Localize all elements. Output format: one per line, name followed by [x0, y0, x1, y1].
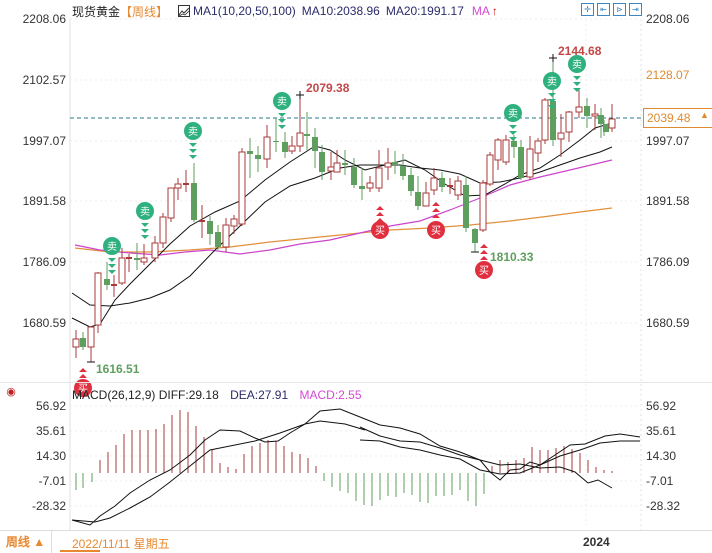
macd-dea-line	[71, 420, 366, 523]
svg-text:卖: 卖	[140, 206, 150, 218]
macd-axis-label: -7.01	[38, 474, 66, 488]
macd-histogram	[75, 410, 613, 506]
macd-dea-value: DEA:27.91	[230, 388, 289, 402]
date-scroll-indicator[interactable]	[60, 550, 100, 552]
current-price-tag: 2039.48	[643, 108, 712, 128]
price-flag-icon: ▲	[700, 110, 709, 120]
chart-toolbar: ✛ ⇤ ⊳ ⇥	[581, 3, 642, 16]
price-axis-label-right: 1891.58	[646, 194, 690, 208]
high-annotation-2: 2144.68	[558, 44, 602, 58]
macd-axis-label: -28.32	[31, 499, 66, 513]
svg-text:买: 买	[431, 225, 441, 237]
macd-axis-label-right: -28.32	[646, 499, 681, 513]
year-label: 2024	[583, 535, 610, 549]
macd-axis-label-right: 14.30	[646, 449, 677, 463]
zoom-range-icon[interactable]: ⇤	[597, 3, 610, 16]
macd-diff-line-right	[359, 426, 641, 481]
footer-bar: 周线 ▲ 2022/11/11 星期五 2024	[0, 530, 712, 553]
svg-text:卖: 卖	[508, 108, 518, 120]
price-axis-label-right: 1786.09	[646, 255, 690, 269]
low-annotation-2: 1810.33	[490, 250, 534, 264]
macd-diff-value: DIFF:29.18	[158, 388, 219, 402]
macd-value: MACD:2.55	[299, 388, 362, 402]
macd-diff-line	[71, 408, 613, 526]
svg-text:卖: 卖	[277, 96, 287, 108]
ma50-line	[74, 159, 613, 256]
svg-text:买: 买	[375, 225, 385, 237]
macd-axis-label-right: 56.92	[646, 399, 677, 413]
svg-text:卖: 卖	[547, 76, 557, 88]
high-annotation-1: 2079.38	[306, 81, 350, 95]
macd-axis-label: 35.61	[35, 424, 66, 438]
price-axis-label: 2208.06	[22, 12, 66, 26]
indicator-settings-icon[interactable]: ◉	[6, 386, 16, 398]
price-axis-label: 1997.07	[22, 134, 66, 148]
cursor-date-label: 2022/11/11 星期五	[72, 537, 170, 551]
step-forward-icon[interactable]: ⊳	[613, 3, 626, 16]
candlestick-series	[72, 58, 616, 362]
macd-axis-label: 14.30	[35, 449, 66, 463]
ma10-value: MA10:2038.96	[301, 4, 380, 18]
ma-more-value: MA	[471, 4, 490, 18]
svg-text:卖: 卖	[572, 59, 582, 71]
period-label[interactable]: 【周线】	[120, 4, 169, 19]
macd-params[interactable]: MACD(26,12,9)	[72, 388, 156, 402]
macd-dea-line-right	[359, 439, 640, 475]
period-selector-button[interactable]: 周线 ▲	[0, 531, 52, 553]
high-price-tag: 2128.07	[646, 68, 690, 82]
svg-text:买: 买	[78, 383, 88, 395]
ma-indicator-icon[interactable]	[178, 5, 191, 17]
price-axis-label: 2102.57	[22, 73, 66, 87]
macd-axis-label-right: 35.61	[646, 424, 677, 438]
ma20-value: MA20:1991.17	[385, 4, 464, 18]
crosshair-icon[interactable]: ✛	[581, 3, 594, 16]
macd-axis-label: 56.92	[35, 399, 66, 413]
price-axis-label: 1891.58	[22, 194, 66, 208]
price-axis-label-right: 2208.06	[646, 12, 690, 26]
buy-signal-markers	[74, 202, 493, 397]
sell-label: 卖	[107, 241, 117, 253]
ma-params[interactable]: MA1(10,20,50,100)	[193, 4, 296, 18]
low-annotation-1: 1616.51	[96, 362, 140, 376]
price-axis-label: 1786.09	[22, 255, 66, 269]
price-axis-label-right: 1997.07	[646, 134, 690, 148]
pane-divider[interactable]	[0, 382, 712, 383]
price-chart-canvas[interactable]: 卖 卖 卖 卖 卖 卖 卖 买 买 买 买	[0, 0, 712, 530]
arrow-up-icon: ↑	[491, 4, 498, 18]
svg-text:卖: 卖	[188, 126, 198, 138]
go-latest-icon[interactable]: ⇥	[629, 3, 642, 16]
chart-header: 现货黄金 【周线】 MA1(10,20,50,100) MA10:2038.96…	[72, 3, 498, 19]
instrument-title: 现货黄金	[72, 4, 121, 19]
price-axis-label-right: 1680.59	[646, 316, 690, 330]
macd-header: MACD(26,12,9) DIFF:29.18 DEA:27.91 MACD:…	[72, 388, 362, 402]
svg-text:买: 买	[479, 265, 489, 277]
macd-axis-label-right: -7.01	[646, 474, 674, 488]
price-axis-label: 1680.59	[22, 316, 66, 330]
sell-signal-markers	[103, 55, 586, 274]
